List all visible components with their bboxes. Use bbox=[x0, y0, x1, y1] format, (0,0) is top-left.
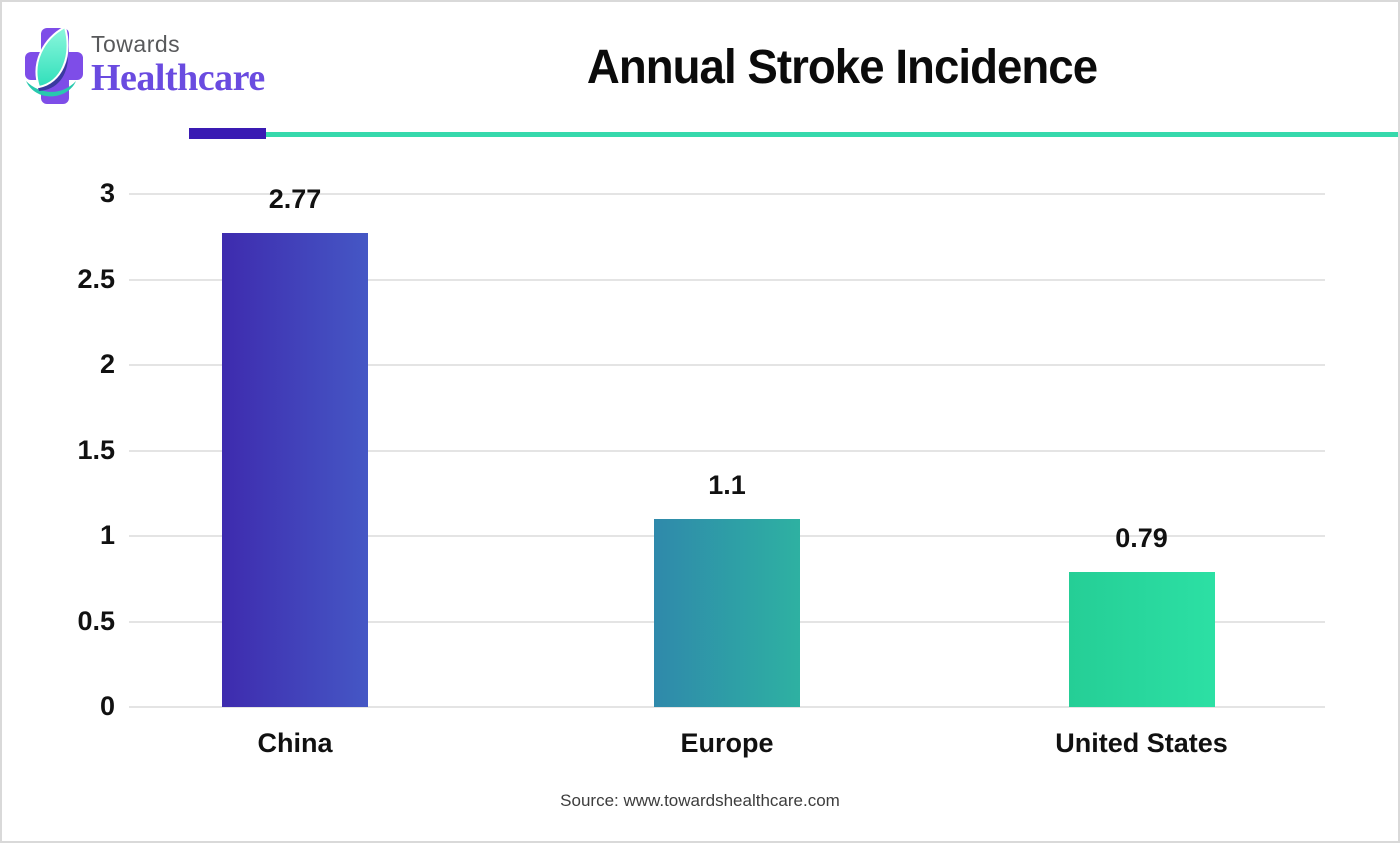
x-axis-label-europe: Europe bbox=[680, 728, 774, 758]
bar-value-label-united-states: 0.79 bbox=[1115, 522, 1168, 553]
bar-value-label-china: 2.77 bbox=[268, 184, 322, 215]
gridline bbox=[129, 449, 1325, 452]
brand-bottom-text: Healthcare bbox=[91, 57, 265, 99]
bar-value-label-europe: 1.1 bbox=[708, 469, 746, 500]
chart-title: Annual Stroke Incidence bbox=[586, 41, 1098, 94]
gridline bbox=[129, 278, 1325, 281]
y-axis-tick-label: 1 bbox=[99, 520, 115, 550]
y-axis-tick-label: 0 bbox=[99, 691, 115, 721]
cross-leaf-logo-icon bbox=[25, 26, 83, 104]
x-axis-label-china: China bbox=[257, 728, 333, 758]
source-text: Source: www.towardshealthcare.com bbox=[560, 791, 840, 810]
bar-united-states bbox=[1068, 571, 1215, 707]
title-divider-accent bbox=[189, 128, 266, 139]
brand-top-text: Towards bbox=[91, 31, 181, 57]
bar-chart: 0 0.5 1 1.5 2 2.5 3 2.77 China 1.1 Europe 0.79 Unite… bbox=[77, 178, 1325, 758]
y-axis-tick-label: 3 bbox=[99, 178, 115, 208]
bar-europe bbox=[654, 518, 800, 707]
brand-logo: Towards Healthcare bbox=[24, 26, 265, 106]
bar-china bbox=[222, 233, 368, 707]
gridline bbox=[129, 193, 1325, 195]
y-axis-tick-label: 0.5 bbox=[77, 605, 115, 636]
y-axis-tick-label: 1.5 bbox=[77, 434, 115, 465]
title-divider-line bbox=[254, 132, 1398, 137]
x-axis-label-united-states: United States bbox=[1055, 728, 1228, 758]
brand-wordmark: Towards Healthcare bbox=[91, 26, 265, 99]
gridline bbox=[129, 364, 1325, 366]
y-axis-tick-label: 2.5 bbox=[77, 263, 115, 294]
gridline bbox=[129, 706, 1325, 708]
y-axis-tick-label: 2 bbox=[99, 349, 115, 379]
